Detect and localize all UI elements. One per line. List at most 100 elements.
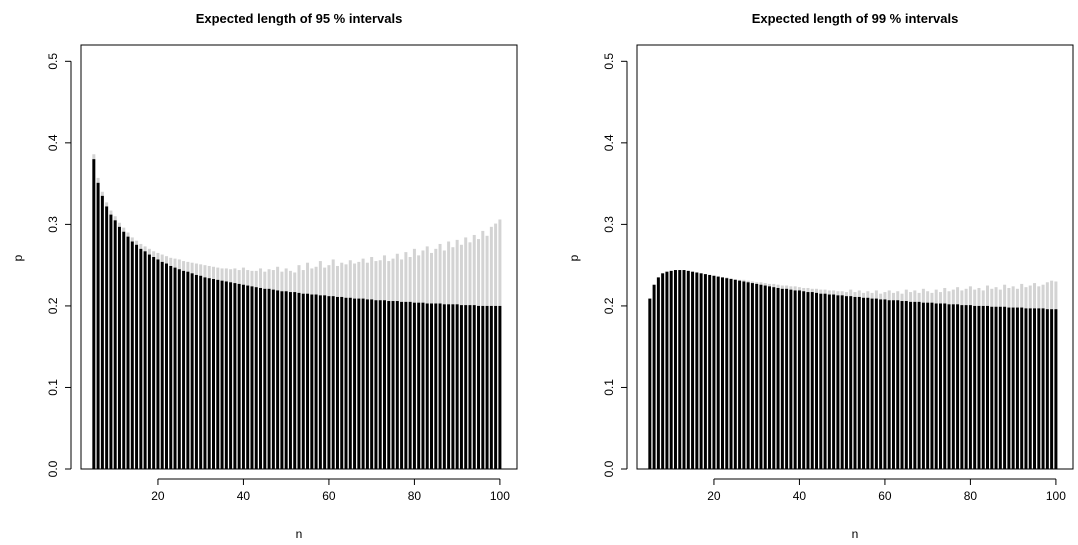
bar bbox=[395, 301, 399, 469]
upper-bar bbox=[840, 291, 844, 296]
bar bbox=[806, 292, 810, 469]
upper-bar bbox=[498, 219, 502, 306]
bar bbox=[1003, 306, 1007, 469]
y-tick-label: 0.5 bbox=[46, 53, 60, 70]
upper-bar bbox=[177, 259, 181, 270]
upper-bar bbox=[250, 270, 254, 287]
bar bbox=[938, 303, 942, 469]
y-tick-label: 0.2 bbox=[46, 297, 60, 314]
bar bbox=[173, 267, 177, 469]
bar bbox=[960, 305, 964, 469]
bar bbox=[263, 288, 267, 469]
bar bbox=[703, 274, 707, 469]
upper-bar bbox=[874, 290, 878, 299]
upper-bar bbox=[904, 289, 908, 302]
bar bbox=[926, 302, 930, 469]
y-tick-label: 0.3 bbox=[46, 216, 60, 233]
bar bbox=[797, 290, 801, 469]
upper-bar bbox=[147, 248, 151, 255]
upper-bar bbox=[318, 261, 322, 296]
bar bbox=[190, 273, 194, 469]
bar bbox=[306, 293, 310, 469]
bar bbox=[947, 304, 951, 469]
bar bbox=[686, 270, 690, 469]
bar bbox=[139, 248, 143, 469]
upper-bar bbox=[938, 292, 942, 304]
bar bbox=[682, 270, 686, 469]
bar bbox=[738, 280, 742, 469]
bar bbox=[498, 305, 502, 469]
bar bbox=[874, 298, 878, 469]
upper-bar bbox=[832, 290, 836, 295]
bar bbox=[776, 287, 780, 469]
bar bbox=[169, 265, 173, 469]
bar bbox=[763, 285, 767, 469]
bar bbox=[382, 300, 386, 469]
bar bbox=[789, 289, 793, 469]
upper-bar bbox=[246, 270, 250, 286]
bar bbox=[276, 290, 280, 469]
upper-bar bbox=[827, 290, 831, 295]
upper-bar bbox=[900, 293, 904, 302]
upper-bar bbox=[391, 258, 395, 302]
bar bbox=[857, 296, 861, 469]
x-axis: 20 40 60 80 100 bbox=[707, 478, 1066, 503]
bar bbox=[233, 283, 237, 469]
upper-bar bbox=[913, 290, 917, 302]
chart-title: Expected length of 95 % intervals bbox=[196, 11, 403, 26]
bar bbox=[442, 304, 446, 469]
upper-bar bbox=[776, 284, 780, 288]
upper-bar bbox=[1003, 284, 1007, 307]
bar bbox=[199, 275, 203, 469]
bar bbox=[96, 182, 100, 470]
upper-bar bbox=[810, 288, 814, 293]
bar bbox=[117, 226, 121, 469]
bar bbox=[156, 259, 160, 469]
upper-bar bbox=[870, 292, 874, 299]
upper-bar bbox=[981, 290, 985, 306]
bar bbox=[451, 304, 455, 469]
upper-bar bbox=[951, 289, 955, 305]
bar bbox=[823, 293, 827, 469]
bar bbox=[259, 287, 263, 469]
upper-bar bbox=[956, 287, 960, 305]
upper-bar bbox=[793, 286, 797, 291]
bar bbox=[712, 275, 716, 469]
x-tick-label: 100 bbox=[490, 489, 510, 503]
bar bbox=[665, 271, 669, 469]
upper-bar bbox=[887, 290, 891, 301]
bar bbox=[990, 306, 994, 469]
bar bbox=[973, 305, 977, 469]
y-tick-label: 0.1 bbox=[602, 379, 616, 396]
x-tick-label: 20 bbox=[151, 489, 165, 503]
upper-bar bbox=[105, 202, 109, 207]
upper-bar bbox=[815, 288, 819, 293]
bar bbox=[404, 301, 408, 469]
bar bbox=[430, 303, 433, 469]
bar bbox=[964, 305, 968, 469]
upper-bar bbox=[1050, 280, 1054, 310]
upper-bar bbox=[395, 253, 399, 302]
upper-bar bbox=[207, 265, 211, 279]
y-tick-label: 0.0 bbox=[602, 460, 616, 477]
upper-bar bbox=[1007, 287, 1011, 308]
y-tick-label: 0.4 bbox=[46, 134, 60, 151]
x-axis: 20 40 60 80 100 bbox=[151, 478, 510, 503]
upper-bar bbox=[126, 232, 130, 237]
bar bbox=[301, 293, 305, 469]
bar bbox=[772, 287, 776, 469]
bar bbox=[314, 294, 318, 469]
upper-bar bbox=[750, 281, 754, 284]
bar bbox=[421, 302, 425, 469]
bar bbox=[207, 278, 211, 469]
chart-95-percent: Expected length of 95 % intervals n p 20… bbox=[11, 11, 518, 541]
x-tick-label: 20 bbox=[707, 489, 721, 503]
upper-bar bbox=[806, 287, 810, 293]
bar bbox=[695, 272, 699, 469]
bar bbox=[378, 300, 382, 469]
bar bbox=[977, 305, 981, 469]
bar bbox=[930, 302, 934, 469]
bar bbox=[998, 306, 1002, 469]
bar bbox=[477, 305, 481, 469]
upper-bar bbox=[323, 267, 327, 296]
